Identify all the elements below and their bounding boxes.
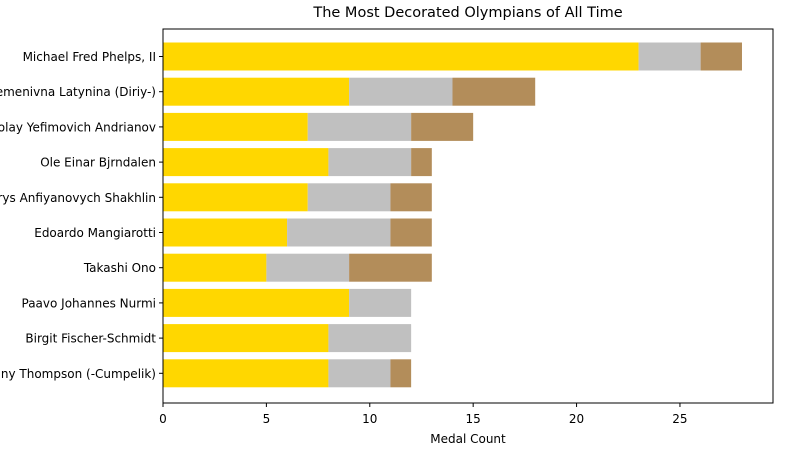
x-tick-label: 10 (362, 412, 377, 426)
bar-segment-4-1 (163, 148, 329, 177)
bar-segment-1-3 (700, 42, 742, 71)
bar-segment-5-1 (163, 183, 308, 212)
x-axis-ticks: 0 5 10 15 20 25 (159, 403, 688, 426)
bar-segment-10-2 (328, 359, 391, 388)
bar-segment-3-2 (307, 112, 412, 141)
y-tick-label: Jenny Thompson (-Cumpelik) (0, 367, 156, 381)
y-tick-label: Paavo Johannes Nurmi (22, 296, 157, 310)
bars-layer (163, 42, 742, 388)
y-axis-ticks: Michael Fred Phelps, II Larysa Semenivna … (0, 50, 163, 381)
bar-segment-2-1 (163, 77, 350, 106)
x-tick-label: 20 (569, 412, 584, 426)
plot-frame (162, 28, 774, 404)
y-tick-label: Michael Fred Phelps, II (23, 50, 156, 64)
bar-segment-3-1 (163, 112, 308, 141)
bar-segment-10-1 (163, 359, 329, 388)
bar-segment-5-2 (307, 183, 391, 212)
bar-segment-1-1 (163, 42, 639, 71)
bar-segment-7-1 (163, 253, 267, 282)
bar-segment-9-1 (163, 324, 329, 353)
y-tick-label: Borys Anfiyanovych Shakhlin (0, 191, 156, 205)
x-tick-label: 25 (672, 412, 687, 426)
y-tick-label: Birgit Fischer-Schmidt (25, 332, 156, 346)
x-tick-label: 15 (466, 412, 481, 426)
x-axis-title: Medal Count (430, 432, 506, 446)
bar-segment-8-2 (349, 288, 412, 317)
x-tick-label: 5 (263, 412, 271, 426)
bar-segment-2-3 (452, 77, 536, 106)
bar-segment-6-3 (390, 218, 432, 247)
bar-segment-1-2 (638, 42, 701, 71)
y-tick-label: Nikolay Yefimovich Andrianov (0, 120, 156, 134)
bar-segment-7-3 (349, 253, 432, 282)
bar-segment-6-2 (287, 218, 391, 247)
bar-segment-4-3 (411, 148, 432, 177)
y-tick-label: Edoardo Mangiarotti (34, 226, 156, 240)
bar-segment-4-2 (328, 148, 412, 177)
y-tick-label: Ole Einar Bjrndalen (40, 156, 156, 170)
bar-segment-6-1 (163, 218, 288, 247)
bar-segment-2-2 (349, 77, 453, 106)
y-tick-label: Larysa Semenivna Latynina (Diriy-) (0, 85, 156, 99)
bar-segment-10-3 (390, 359, 412, 388)
chart-title: The Most Decorated Olympians of All Time (312, 5, 622, 21)
x-tick-label: 0 (159, 412, 167, 426)
bar-segment-7-2 (266, 253, 350, 282)
bar-segment-9-2 (328, 324, 412, 353)
bar-segment-8-1 (163, 288, 350, 317)
bar-segment-3-3 (411, 112, 474, 141)
bar-segment-5-3 (390, 183, 432, 212)
y-tick-label: Takashi Ono (83, 261, 156, 275)
